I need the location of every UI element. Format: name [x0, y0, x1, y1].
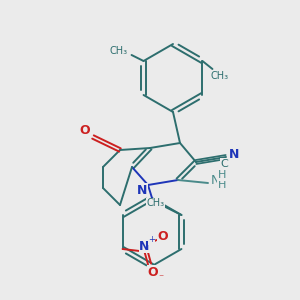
- Text: CH₃: CH₃: [146, 198, 164, 208]
- Text: CH₃: CH₃: [210, 71, 229, 81]
- Text: O: O: [80, 124, 90, 137]
- Text: +: +: [148, 236, 155, 244]
- Text: N: N: [140, 239, 150, 253]
- Text: N: N: [229, 148, 239, 160]
- Text: N: N: [137, 184, 147, 196]
- Text: O: O: [147, 266, 158, 278]
- Text: H: H: [218, 170, 226, 180]
- Text: ⁻: ⁻: [158, 273, 163, 283]
- Text: CH₃: CH₃: [110, 46, 128, 56]
- Text: H: H: [218, 180, 226, 190]
- Text: O: O: [157, 230, 168, 242]
- Text: C: C: [220, 159, 228, 169]
- Text: N: N: [210, 175, 220, 188]
